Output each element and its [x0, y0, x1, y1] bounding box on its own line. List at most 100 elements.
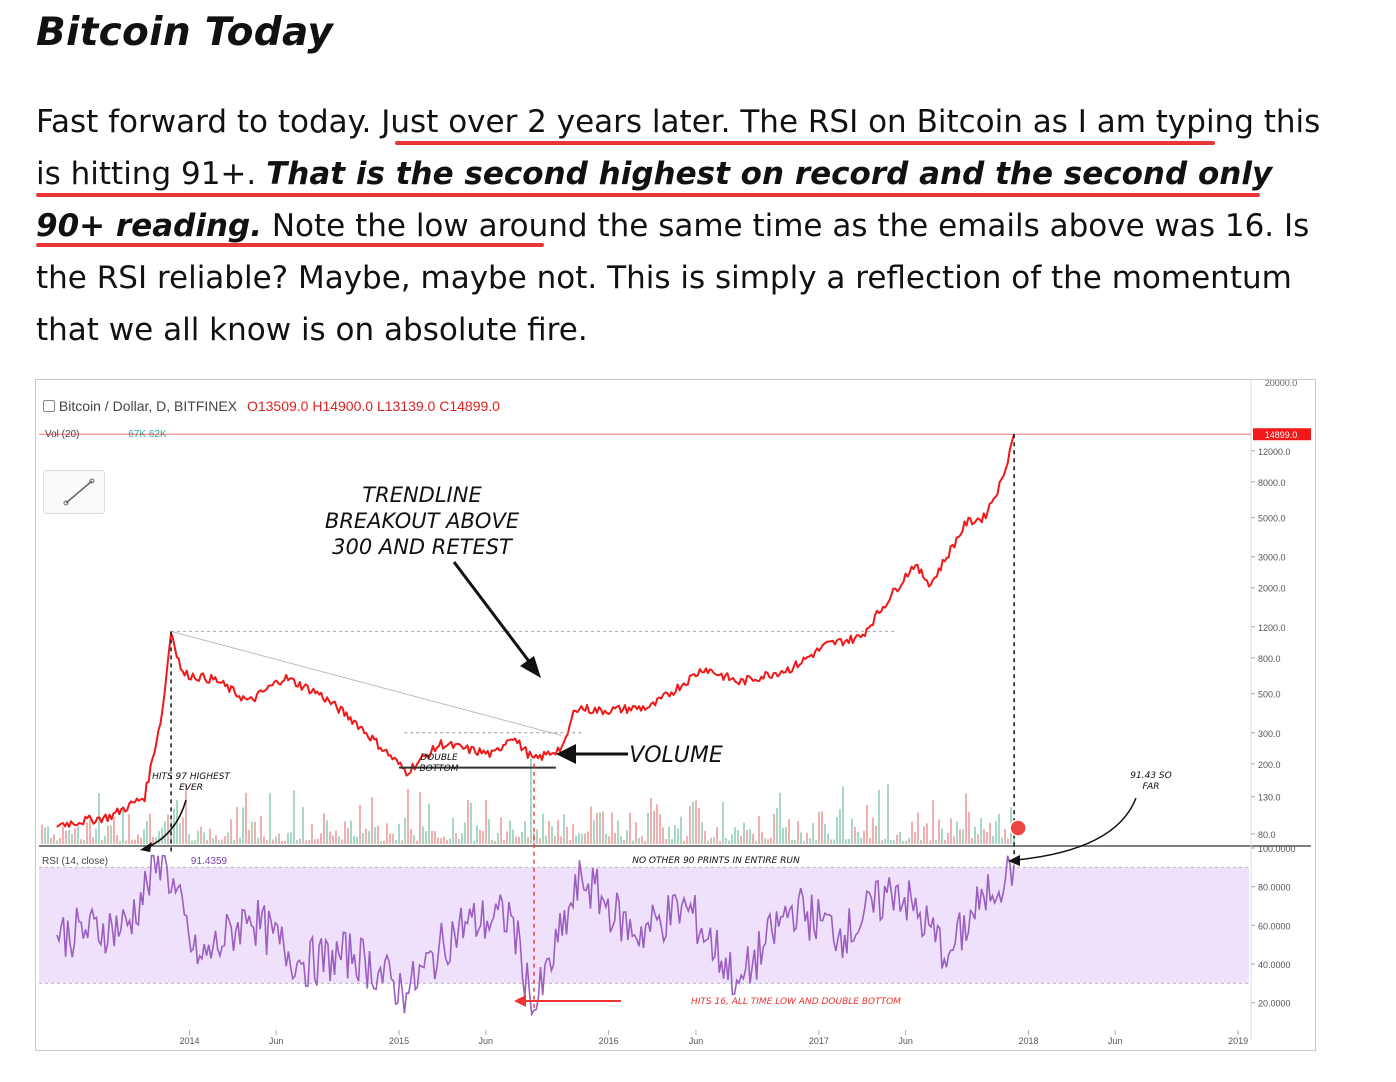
- volume-bar: [122, 806, 124, 844]
- volume-bar: [773, 813, 775, 844]
- volume-bar: [791, 839, 793, 844]
- volume-bar: [470, 802, 472, 844]
- volume-bar: [632, 840, 634, 844]
- volume-bar: [221, 839, 223, 844]
- volume-bar: [698, 807, 700, 844]
- volume-bar: [641, 835, 643, 844]
- volume-bar: [953, 836, 955, 844]
- so-far-annotation: FAR: [1142, 782, 1159, 792]
- volume-bar: [188, 834, 190, 844]
- volume-bar: [80, 839, 82, 844]
- volume-bar: [308, 839, 310, 844]
- volume-bar: [1001, 837, 1003, 844]
- volume-bar: [602, 811, 604, 844]
- volume-bar: [998, 813, 1000, 844]
- volume-bar: [842, 786, 844, 844]
- price-tick-label: 300.0: [1258, 729, 1281, 739]
- trendline-annotation: 300 AND RETEST: [332, 535, 514, 559]
- volume-bar: [887, 784, 889, 844]
- volume-bar: [839, 809, 841, 844]
- highlight-underline: [36, 193, 1260, 197]
- event-flag-icon: [1009, 819, 1027, 837]
- volume-bar: [938, 819, 940, 844]
- volume-bar: [878, 789, 880, 844]
- x-tick-label: 2016: [599, 1036, 619, 1046]
- volume-bar: [647, 812, 649, 844]
- price-tick-label: 130.0: [1258, 793, 1281, 803]
- volume-bar: [215, 835, 217, 844]
- price-tick-label: 5000.0: [1258, 514, 1286, 524]
- volume-bar: [86, 822, 88, 844]
- volume-bar: [590, 806, 592, 844]
- volume-bar: [65, 830, 67, 844]
- volume-bar: [419, 792, 421, 844]
- volume-bar: [182, 817, 184, 844]
- volume-bar: [110, 825, 112, 844]
- volume-bar: [332, 835, 334, 844]
- volume-bar: [578, 832, 580, 844]
- volume-bar: [566, 826, 568, 844]
- volume-bar: [305, 840, 307, 844]
- volume-bar: [347, 827, 349, 844]
- volume-bar: [800, 832, 802, 844]
- volume-bar: [554, 836, 556, 844]
- volume-bar: [788, 819, 790, 844]
- volume-bar: [269, 793, 271, 844]
- volume-bar: [710, 837, 712, 844]
- volume-bar: [386, 823, 388, 844]
- volume-bar: [416, 840, 418, 844]
- volume-bar: [902, 840, 904, 844]
- volume-bar: [908, 837, 910, 844]
- volume-bar: [536, 829, 538, 844]
- double-bottom-annotation: BOTTOM: [419, 764, 458, 774]
- volume-bar: [125, 840, 127, 844]
- volume-bar: [167, 814, 169, 844]
- volume-bar: [794, 840, 796, 844]
- volume-bar: [767, 839, 769, 844]
- volume-bar: [803, 840, 805, 844]
- volume-bar: [740, 835, 742, 844]
- drawing-toolbar[interactable]: [43, 470, 105, 514]
- volume-bar: [539, 838, 541, 844]
- volume-bar: [263, 836, 265, 844]
- volume-bar: [551, 826, 553, 844]
- volume-bar: [545, 835, 547, 844]
- volume-bar: [119, 840, 121, 844]
- volume-bar: [734, 827, 736, 844]
- volume-bar: [980, 818, 982, 844]
- volume-bar: [224, 836, 226, 844]
- volume-bar: [443, 836, 445, 844]
- volume-bar: [761, 831, 763, 844]
- volume-bar: [644, 840, 646, 844]
- volume-bar: [227, 832, 229, 844]
- volume-bar: [659, 814, 661, 844]
- volume-bar: [431, 830, 433, 844]
- volume-bar: [968, 811, 970, 844]
- collapse-icon[interactable]: [43, 400, 55, 412]
- volume-bar: [497, 832, 499, 844]
- chart-legend: Bitcoin / Dollar, D, BITFINEX O13509.0 H…: [43, 398, 500, 414]
- x-tick-label: Jun: [689, 1036, 704, 1046]
- volume-bar: [155, 837, 157, 844]
- volume-bar: [809, 838, 811, 844]
- trendline-tool-icon[interactable]: [44, 471, 104, 513]
- volume-bar: [848, 839, 850, 844]
- volume-bar: [704, 830, 706, 844]
- volume-bar: [293, 790, 295, 844]
- volume-bar: [461, 833, 463, 844]
- volume-bar: [989, 822, 991, 844]
- price-tick-label: 1200.0: [1258, 623, 1286, 633]
- volume-bar: [44, 827, 46, 844]
- volume-bar: [530, 758, 532, 844]
- volume-bar: [287, 833, 289, 844]
- volume-bar: [257, 837, 259, 844]
- volume-bar: [890, 839, 892, 844]
- rsi-label: RSI (14, close): [42, 856, 109, 867]
- last-price-tag: [1253, 428, 1311, 441]
- volume-bar: [203, 832, 205, 844]
- volume-bar: [620, 835, 622, 844]
- volume-bar: [239, 837, 241, 844]
- volume-bar: [758, 815, 760, 844]
- volume-bar: [164, 821, 166, 844]
- price-tick-label: 800.0: [1258, 654, 1281, 664]
